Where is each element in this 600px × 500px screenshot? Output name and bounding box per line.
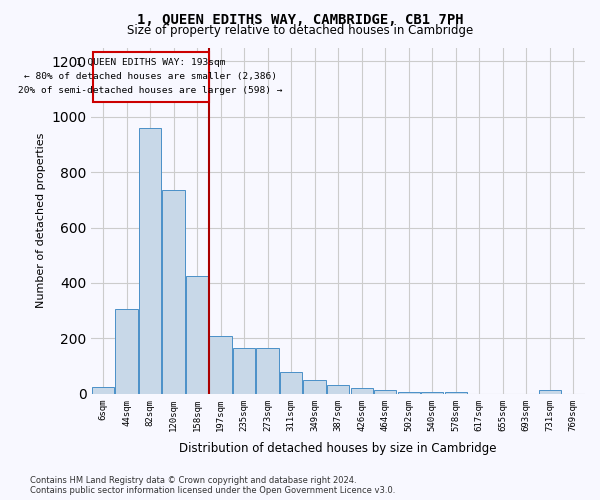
Bar (304, 380, 326, 394)
Bar (327, 386, 349, 394)
Bar (445, 392, 467, 394)
Bar (209, 336, 232, 394)
FancyBboxPatch shape (92, 52, 209, 102)
Bar (92, 387, 114, 394)
Bar (139, 128, 161, 394)
Bar (186, 276, 208, 394)
Bar (398, 392, 420, 394)
Y-axis label: Number of detached properties: Number of detached properties (36, 133, 46, 308)
X-axis label: Distribution of detached houses by size in Cambridge: Distribution of detached houses by size … (179, 442, 497, 455)
Bar (374, 390, 397, 394)
Text: 1, QUEEN EDITHS WAY, CAMBRIDGE, CB1 7PH: 1, QUEEN EDITHS WAY, CAMBRIDGE, CB1 7PH (137, 12, 463, 26)
Bar (115, 310, 138, 394)
Text: Size of property relative to detached houses in Cambridge: Size of property relative to detached ho… (127, 24, 473, 37)
Bar (256, 348, 279, 394)
Bar (280, 372, 302, 394)
Bar (233, 348, 256, 394)
Text: Contains HM Land Registry data © Crown copyright and database right 2024.
Contai: Contains HM Land Registry data © Crown c… (30, 476, 395, 495)
Bar (163, 190, 185, 394)
Bar (350, 388, 373, 394)
Bar (539, 390, 561, 394)
Text: 1 QUEEN EDITHS WAY: 193sqm
← 80% of detached houses are smaller (2,386)
20% of s: 1 QUEEN EDITHS WAY: 193sqm ← 80% of deta… (19, 58, 283, 95)
Bar (421, 392, 443, 394)
